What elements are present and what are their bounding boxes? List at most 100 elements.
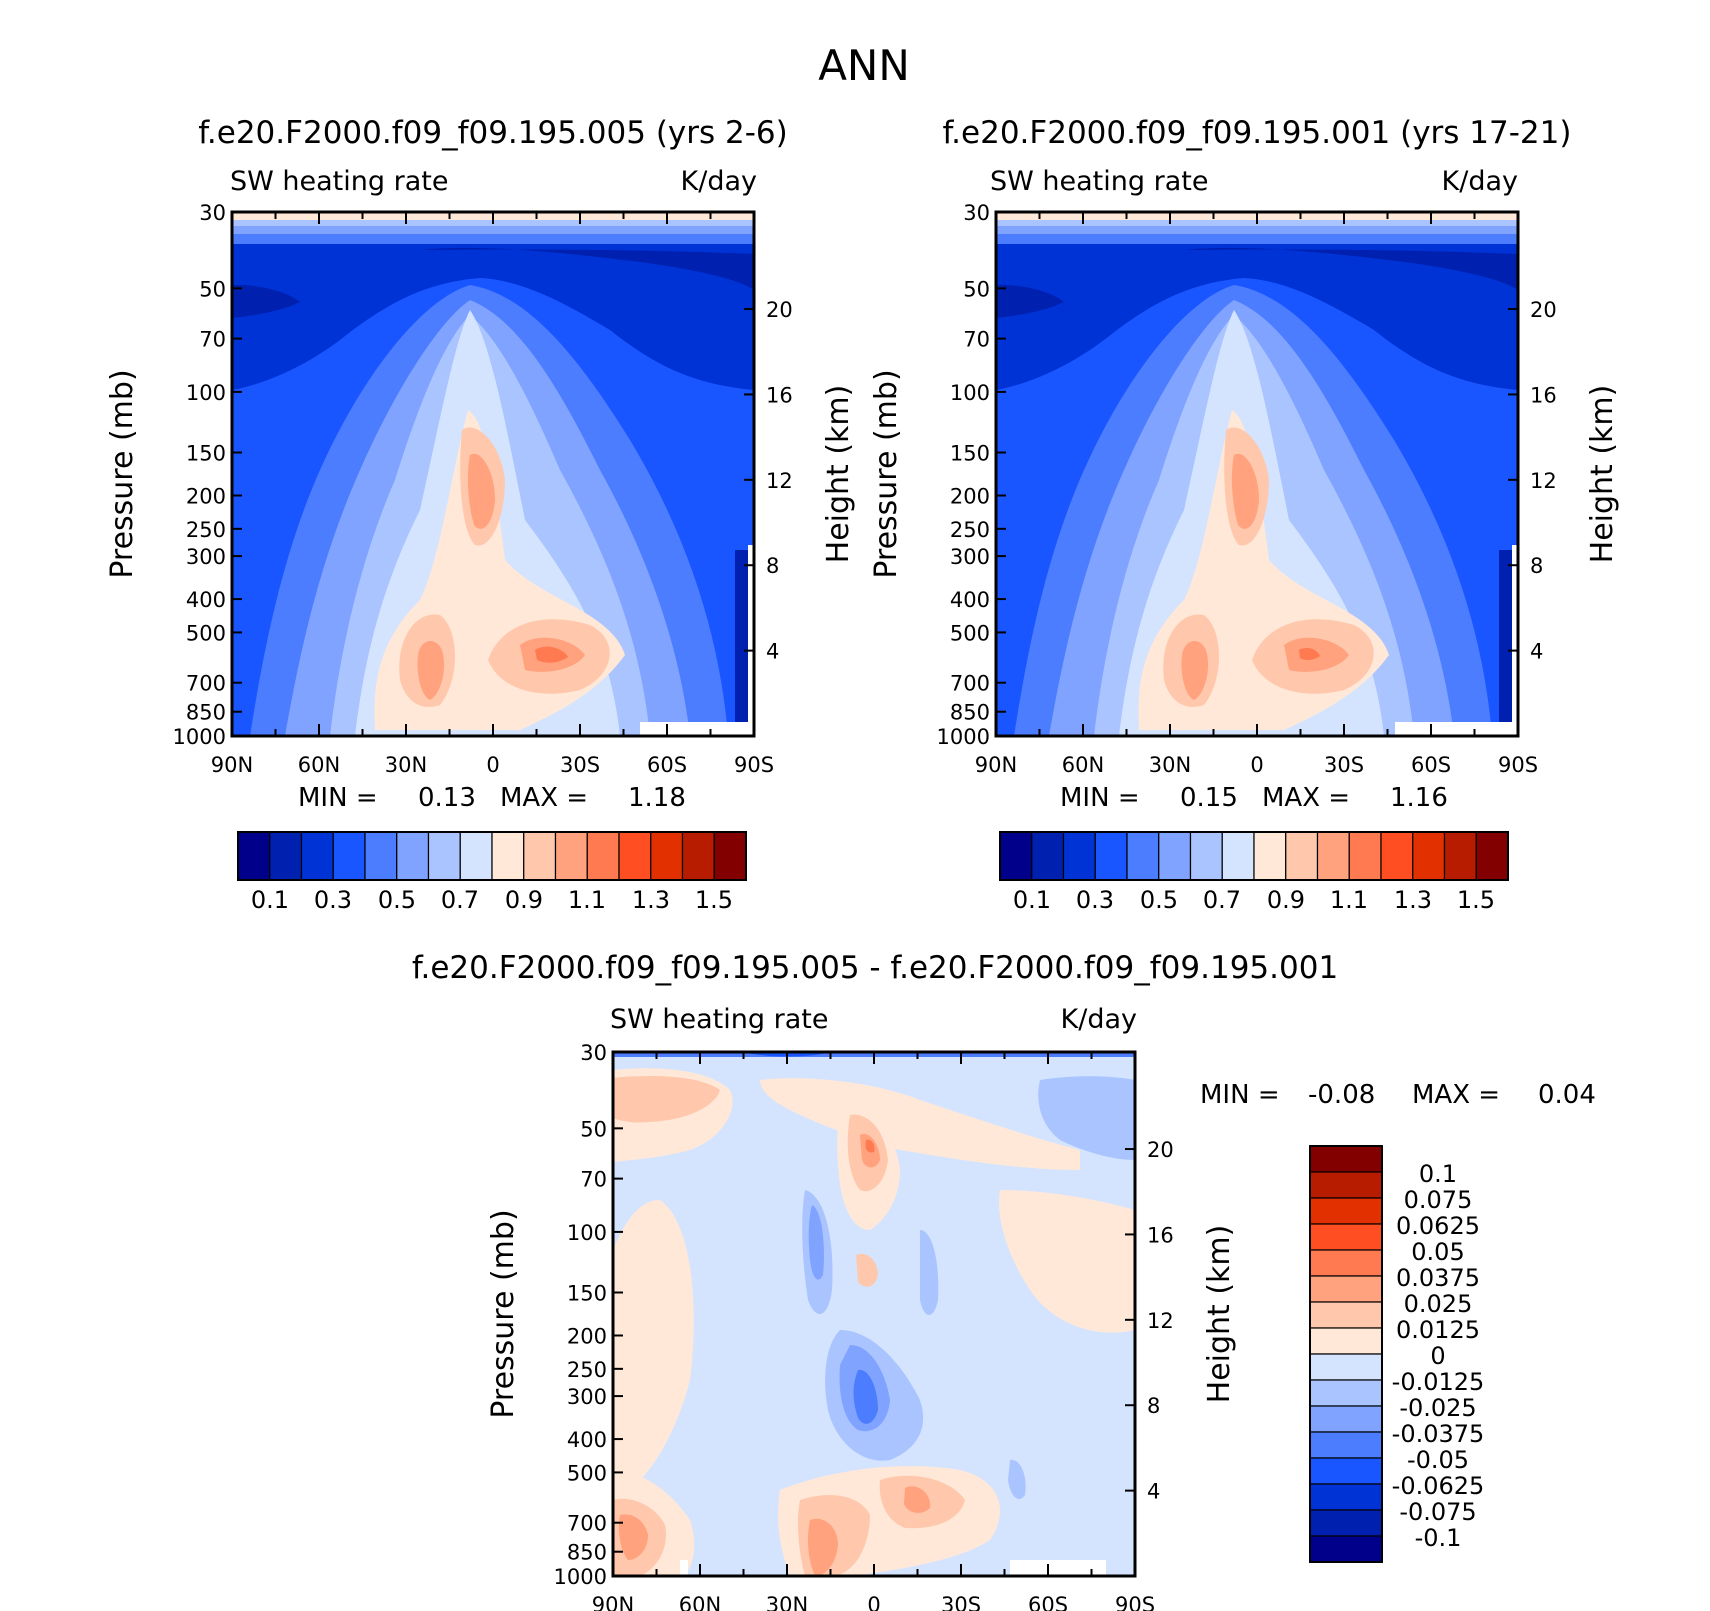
x-tick-label: 60N	[1062, 753, 1104, 777]
y2-tick-label: 16	[1530, 383, 1557, 407]
y-tick-label: 100	[567, 1221, 607, 1245]
panel-a-right-label: K/day	[681, 166, 757, 197]
colorbar-swatch	[1475, 831, 1509, 881]
panel-a-x-ticks: 90N 60N 30N 0 30S 60S 90S	[211, 212, 774, 777]
x-tick-label: 30N	[385, 753, 427, 777]
colorbar-swatch	[1309, 1145, 1383, 1173]
y-tick-label: 850	[950, 701, 990, 725]
y-tick-label: 500	[186, 621, 226, 645]
panel-b-right-label: K/day	[1442, 166, 1518, 197]
panel-a-field	[232, 212, 754, 736]
y-tick-label: 250	[567, 1358, 607, 1382]
field-region	[535, 646, 568, 663]
field-region	[1231, 453, 1259, 529]
panel-a-title: f.e20.F2000.f09_f09.195.005 (yrs 2-6)	[198, 115, 788, 151]
y2-tick-label: 12	[1147, 1309, 1174, 1333]
colorbar-label: 0.1	[1013, 886, 1051, 914]
colorbar-swatch	[1158, 831, 1192, 881]
colorbar-label: 0.9	[505, 886, 543, 914]
y-tick-label: 70	[963, 328, 990, 352]
x-tick-label: 90N	[592, 1593, 634, 1611]
y-tick-label: 70	[199, 328, 226, 352]
colorbar-label: 1.1	[1330, 886, 1368, 914]
field-region	[856, 1253, 878, 1287]
y2-tick-label: 16	[1147, 1223, 1174, 1247]
y-tick-label: 70	[580, 1168, 607, 1192]
y-tick-label: 250	[950, 518, 990, 542]
panel-b-ylabel: Pressure (mb)	[869, 369, 904, 578]
panel-c-x-ticks: 90N 60N 30N 0 30S 60S 90S	[592, 1052, 1155, 1611]
colorbar-swatch	[1062, 831, 1096, 881]
colorbar-swatch	[681, 831, 715, 881]
panel-a: f.e20.F2000.f09_f09.195.005 (yrs 2-6) SW…	[105, 115, 856, 914]
y-tick-label: 300	[186, 545, 226, 569]
colorbar-label: 0	[1430, 1342, 1445, 1370]
colorbar-swatch	[1285, 831, 1319, 881]
x-tick-label: 60N	[679, 1593, 721, 1611]
colorbar-frame	[237, 831, 747, 881]
colorbar-label: -0.0625	[1392, 1472, 1485, 1500]
colorbar-swatch	[1309, 1353, 1383, 1381]
y-tick-label: 200	[186, 484, 226, 508]
colorbar-swatch	[427, 831, 461, 881]
colorbar-swatch	[364, 831, 398, 881]
colorbar-label: 0.0125	[1396, 1316, 1480, 1344]
panel-c-right-label: K/day	[1061, 1004, 1137, 1035]
colorbar-swatch	[1253, 831, 1287, 881]
colorbar-swatch	[618, 831, 652, 881]
y-tick-label: 50	[199, 277, 226, 301]
field-region	[996, 284, 1064, 318]
colorbar-label: 0.5	[1140, 886, 1178, 914]
colorbar-swatch	[523, 831, 557, 881]
colorbar-swatch	[269, 831, 303, 881]
field-region	[808, 1205, 824, 1280]
colorbar-swatch	[459, 831, 493, 881]
colorbar-swatch	[1309, 1197, 1383, 1225]
colorbar-label: 0.0625	[1396, 1212, 1480, 1240]
field-region	[1038, 1076, 1135, 1160]
y-tick-label: 700	[567, 1512, 607, 1536]
colorbar-frame	[1309, 1145, 1383, 1563]
colorbar-swatch	[999, 831, 1033, 881]
x-tick-label: 90N	[975, 753, 1017, 777]
x-tick-label: 0	[867, 1593, 880, 1611]
y2-tick-label: 8	[766, 554, 779, 578]
colorbar-swatch	[1309, 1379, 1383, 1407]
y-tick-label: 300	[567, 1385, 607, 1409]
colorbar-label: -0.1	[1415, 1524, 1462, 1552]
panel-c-y2-ticks: 20 16 12 8 4	[1125, 1138, 1174, 1504]
y-tick-label: 500	[567, 1461, 607, 1485]
colorbar-swatch	[1309, 1275, 1383, 1303]
colorbar-label: -0.05	[1407, 1446, 1469, 1474]
panel-a-colorbar-labels: 0.1 0.3 0.5 0.7 0.9 1.1 1.3 1.5	[251, 886, 733, 914]
panel-a-y2label: Height (km)	[821, 385, 856, 564]
colorbar-swatch	[491, 831, 525, 881]
panel-a-colorbar	[237, 831, 747, 881]
colorbar-swatch	[1309, 1301, 1383, 1329]
field-region	[613, 1200, 694, 1480]
colorbar-label: 0.1	[1419, 1160, 1457, 1188]
panel-c: f.e20.F2000.f09_f09.195.005 - f.e20.F200…	[412, 950, 1596, 1611]
y2-tick-label: 4	[1530, 640, 1543, 664]
x-tick-label: 90S	[1498, 753, 1538, 777]
panel-c-left-label: SW heating rate	[610, 1004, 828, 1035]
field-mask	[748, 545, 754, 736]
y-tick-label: 150	[186, 442, 226, 466]
x-tick-label: 60S	[1028, 1593, 1068, 1611]
panel-b-field	[996, 212, 1518, 736]
colorbar-frame	[999, 831, 1509, 881]
colorbar-swatch	[1189, 831, 1223, 881]
y-tick-label: 700	[186, 672, 226, 696]
field-mask	[640, 722, 754, 736]
colorbar-swatch	[1309, 1535, 1383, 1563]
colorbar-swatch	[1412, 831, 1446, 881]
colorbar-swatch	[1316, 831, 1350, 881]
panel-c-ylabel: Pressure (mb)	[486, 1209, 521, 1418]
field-mask	[1395, 722, 1518, 736]
y-tick-label: 100	[186, 381, 226, 405]
y2-tick-label: 8	[1530, 554, 1543, 578]
x-tick-label: 30N	[1149, 753, 1191, 777]
panel-c-colorbar-labels: 0.1 0.075 0.0625 0.05 0.0375 0.025 0.012…	[1392, 1160, 1485, 1552]
colorbar-swatch	[1309, 1223, 1383, 1251]
x-tick-label: 30S	[941, 1593, 981, 1611]
